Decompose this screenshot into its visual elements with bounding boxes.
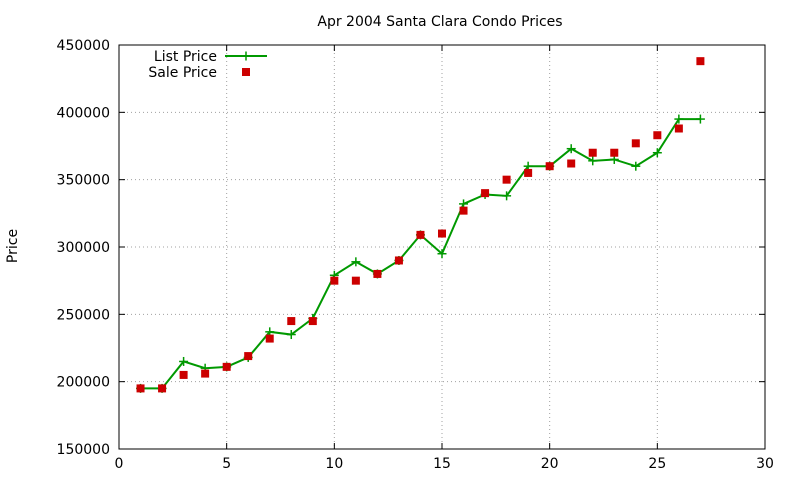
chart-title: Apr 2004 Santa Clara Condo Prices [317,14,562,30]
data-point [674,114,684,124]
legend-label: Sale Price [148,65,217,81]
data-point [265,334,274,343]
data-point [179,370,188,379]
y-tick-label: 300000 [57,240,110,256]
data-point [567,159,576,168]
data-point [308,317,317,326]
data-point [631,139,640,148]
data-point [674,124,683,133]
x-tick-label: 5 [222,456,231,472]
axes: 0 5 10 15 20 25 30 150000 200000 250000 300000 3500… [57,38,774,472]
x-tick-label: 10 [325,456,343,472]
data-point [201,369,210,378]
data-point [351,276,360,285]
x-tick-label: 25 [648,456,666,472]
data-point [610,148,619,157]
data-point [286,330,296,340]
data-point [502,175,511,184]
data-point [437,249,447,259]
series-list-price [136,114,705,393]
x-tick-label: 15 [433,456,451,472]
data-point [136,384,145,393]
data-point [287,317,296,326]
data-point [631,161,641,171]
data-point [502,191,512,201]
y-tick-label: 150000 [57,442,110,458]
data-point [351,257,361,267]
y-tick-label: 450000 [57,38,110,54]
plot-area [136,57,705,393]
x-tick-label: 30 [756,456,774,472]
data-point [459,206,468,215]
y-axis-label: Price [5,229,21,263]
data-point [179,356,189,366]
grid [119,45,765,449]
data-point [481,189,490,198]
data-point [438,229,446,238]
data-point [652,148,662,158]
data-point [588,156,598,166]
data-point [244,352,253,361]
data-point [330,276,339,285]
data-point [158,384,167,393]
data-point [416,230,425,239]
y-tick-label: 200000 [57,375,110,391]
data-point [696,57,705,66]
y-tick-label: 400000 [57,105,110,121]
data-point [588,148,597,157]
data-point [545,162,554,171]
x-tick-label: 0 [115,456,124,472]
data-point [394,256,403,265]
data-point [524,168,533,177]
x-tick-label: 20 [541,456,559,472]
series-sale-price [136,57,705,393]
data-point [222,362,231,371]
legend-marker [241,51,251,61]
y-tick-label: 350000 [57,173,110,189]
data-point [373,269,382,278]
data-point [695,114,705,124]
y-tick-label: 250000 [57,307,110,323]
legend-marker [242,68,250,76]
legend-label: List Price [154,49,217,65]
data-point [566,144,576,154]
data-point [653,131,662,140]
